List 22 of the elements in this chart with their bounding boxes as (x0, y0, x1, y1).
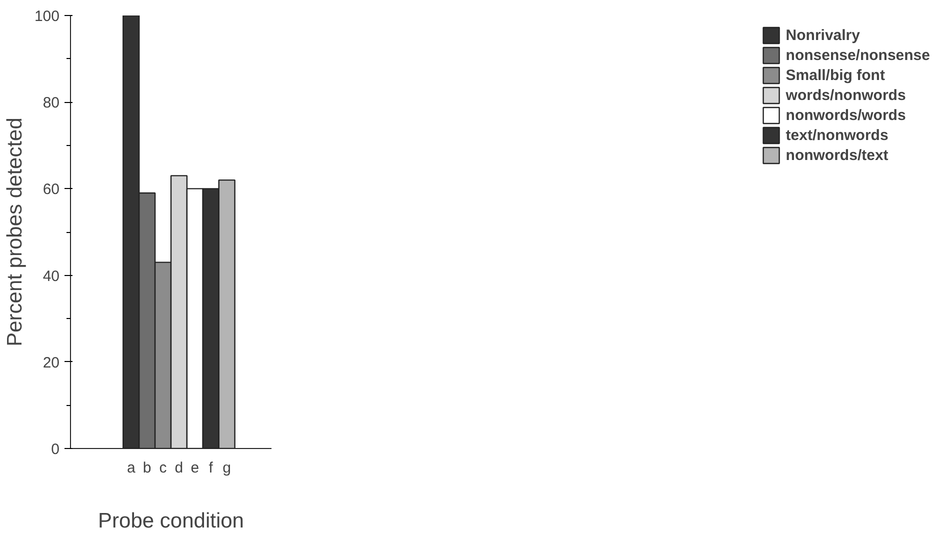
y-axis-title: Percent probes detected (3, 118, 26, 346)
y-tick-label: 0 (51, 441, 60, 458)
y-tick-label: 20 (42, 354, 60, 372)
y-tick-label: 40 (42, 268, 60, 285)
x-tick-label: c (159, 460, 168, 476)
y-tick-label: 100 (34, 8, 60, 25)
x-tick-label: a (126, 460, 136, 476)
x-tick-label: g (222, 460, 232, 476)
x-tick-label: e (190, 460, 200, 476)
legend-label: words/nonwords (786, 86, 906, 105)
y-tick-label: 80 (42, 94, 60, 112)
y-tick-label: 60 (42, 181, 60, 198)
legend-label: nonwords/words (786, 106, 906, 125)
x-tick-label: f (208, 460, 214, 476)
legend-label: nonsense/nonsense (786, 46, 930, 65)
legend-label: nonwords/text (786, 146, 888, 165)
legend-label: Nonrivalry (786, 26, 860, 45)
x-axis-title: Probe condition (98, 510, 244, 532)
legend-label: Small/big font (786, 66, 885, 85)
x-tick-label: b (142, 460, 152, 476)
x-tick-label: d (174, 460, 184, 476)
legend-label: text/nonwords (786, 126, 888, 145)
